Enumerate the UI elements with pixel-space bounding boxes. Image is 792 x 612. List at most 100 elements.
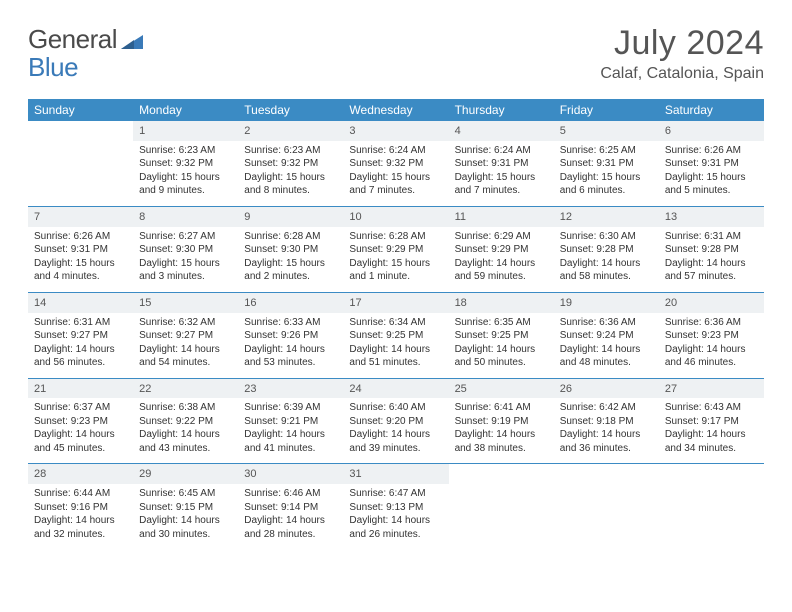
day-number-row: 14151617181920 [28, 292, 764, 312]
day-day2: and 2 minutes. [244, 270, 337, 284]
day-day1: Daylight: 14 hours [665, 428, 758, 442]
day-sunrise: Sunrise: 6:46 AM [244, 487, 337, 501]
day-day2: and 56 minutes. [34, 356, 127, 370]
day-day2: and 7 minutes. [455, 184, 548, 198]
day-cell: Sunrise: 6:40 AMSunset: 9:20 PMDaylight:… [343, 398, 448, 464]
day-cell: Sunrise: 6:46 AMSunset: 9:14 PMDaylight:… [238, 484, 343, 549]
day-number-row: 78910111213 [28, 206, 764, 226]
day-cell: Sunrise: 6:34 AMSunset: 9:25 PMDaylight:… [343, 313, 448, 379]
day-number-cell: 18 [449, 292, 554, 312]
day-cell: Sunrise: 6:23 AMSunset: 9:32 PMDaylight:… [238, 141, 343, 207]
day-sunrise: Sunrise: 6:26 AM [34, 230, 127, 244]
day-day2: and 46 minutes. [665, 356, 758, 370]
calendar-body: 123456Sunrise: 6:23 AMSunset: 9:32 PMDay… [28, 121, 764, 549]
day-day2: and 53 minutes. [244, 356, 337, 370]
day-cell: Sunrise: 6:31 AMSunset: 9:27 PMDaylight:… [28, 313, 133, 379]
day-day2: and 5 minutes. [665, 184, 758, 198]
day-sunrise: Sunrise: 6:29 AM [455, 230, 548, 244]
day-sunrise: Sunrise: 6:43 AM [665, 401, 758, 415]
day-day1: Daylight: 14 hours [349, 343, 442, 357]
day-sunrise: Sunrise: 6:37 AM [34, 401, 127, 415]
day-day1: Daylight: 15 hours [349, 171, 442, 185]
day-sunrise: Sunrise: 6:32 AM [139, 316, 232, 330]
day-cell [28, 141, 133, 207]
day-day2: and 7 minutes. [349, 184, 442, 198]
day-number-cell: 26 [554, 378, 659, 398]
day-sunrise: Sunrise: 6:28 AM [349, 230, 442, 244]
day-sunset: Sunset: 9:30 PM [139, 243, 232, 257]
day-sunrise: Sunrise: 6:33 AM [244, 316, 337, 330]
day-sunset: Sunset: 9:31 PM [560, 157, 653, 171]
day-sunset: Sunset: 9:32 PM [244, 157, 337, 171]
day-day1: Daylight: 14 hours [34, 343, 127, 357]
day-cell [449, 484, 554, 549]
day-sunrise: Sunrise: 6:26 AM [665, 144, 758, 158]
day-sunset: Sunset: 9:31 PM [455, 157, 548, 171]
logo-triangle-icon [121, 31, 143, 49]
day-number-cell: 27 [659, 378, 764, 398]
day-number-cell: 5 [554, 121, 659, 141]
day-day2: and 50 minutes. [455, 356, 548, 370]
logo-text-1: General [28, 24, 117, 55]
day-number-cell: 11 [449, 206, 554, 226]
day-day2: and 34 minutes. [665, 442, 758, 456]
day-number-cell: 3 [343, 121, 448, 141]
day-cell: Sunrise: 6:27 AMSunset: 9:30 PMDaylight:… [133, 227, 238, 293]
day-sunrise: Sunrise: 6:38 AM [139, 401, 232, 415]
location-text: Calaf, Catalonia, Spain [600, 65, 764, 83]
day-day1: Daylight: 14 hours [34, 428, 127, 442]
weekday-header: Thursday [449, 99, 554, 121]
day-number-cell: 29 [133, 464, 238, 484]
calendar-header-row: SundayMondayTuesdayWednesdayThursdayFrid… [28, 99, 764, 121]
day-sunrise: Sunrise: 6:35 AM [455, 316, 548, 330]
day-cell: Sunrise: 6:24 AMSunset: 9:31 PMDaylight:… [449, 141, 554, 207]
day-day1: Daylight: 14 hours [560, 428, 653, 442]
day-day2: and 4 minutes. [34, 270, 127, 284]
day-sunset: Sunset: 9:31 PM [665, 157, 758, 171]
weekday-header: Tuesday [238, 99, 343, 121]
day-sunrise: Sunrise: 6:23 AM [139, 144, 232, 158]
day-cell [659, 484, 764, 549]
month-title: July 2024 [600, 24, 764, 63]
day-day1: Daylight: 14 hours [455, 428, 548, 442]
day-day1: Daylight: 14 hours [665, 343, 758, 357]
day-day2: and 38 minutes. [455, 442, 548, 456]
day-sunset: Sunset: 9:28 PM [560, 243, 653, 257]
day-number-cell: 14 [28, 292, 133, 312]
day-cell [554, 484, 659, 549]
weekday-header: Saturday [659, 99, 764, 121]
day-day2: and 9 minutes. [139, 184, 232, 198]
weekday-header: Sunday [28, 99, 133, 121]
day-sunrise: Sunrise: 6:36 AM [665, 316, 758, 330]
day-sunrise: Sunrise: 6:23 AM [244, 144, 337, 158]
day-number-cell: 1 [133, 121, 238, 141]
day-day1: Daylight: 14 hours [560, 343, 653, 357]
day-number-cell [659, 464, 764, 484]
day-sunset: Sunset: 9:25 PM [455, 329, 548, 343]
day-number-row: 21222324252627 [28, 378, 764, 398]
day-sunset: Sunset: 9:15 PM [139, 501, 232, 515]
day-sunset: Sunset: 9:29 PM [349, 243, 442, 257]
day-day2: and 39 minutes. [349, 442, 442, 456]
logo: General [28, 24, 145, 55]
day-sunset: Sunset: 9:24 PM [560, 329, 653, 343]
day-number-cell: 25 [449, 378, 554, 398]
day-cell: Sunrise: 6:32 AMSunset: 9:27 PMDaylight:… [133, 313, 238, 379]
day-day1: Daylight: 15 hours [455, 171, 548, 185]
day-sunset: Sunset: 9:32 PM [349, 157, 442, 171]
day-number-cell: 24 [343, 378, 448, 398]
day-cell: Sunrise: 6:23 AMSunset: 9:32 PMDaylight:… [133, 141, 238, 207]
day-number-cell: 23 [238, 378, 343, 398]
day-day2: and 43 minutes. [139, 442, 232, 456]
day-day1: Daylight: 14 hours [455, 257, 548, 271]
day-sunset: Sunset: 9:16 PM [34, 501, 127, 515]
day-number-cell: 13 [659, 206, 764, 226]
day-day1: Daylight: 14 hours [34, 514, 127, 528]
day-day1: Daylight: 14 hours [244, 343, 337, 357]
day-day1: Daylight: 14 hours [455, 343, 548, 357]
weekday-header: Monday [133, 99, 238, 121]
day-cell: Sunrise: 6:43 AMSunset: 9:17 PMDaylight:… [659, 398, 764, 464]
day-sunrise: Sunrise: 6:31 AM [665, 230, 758, 244]
day-day2: and 54 minutes. [139, 356, 232, 370]
day-sunrise: Sunrise: 6:31 AM [34, 316, 127, 330]
